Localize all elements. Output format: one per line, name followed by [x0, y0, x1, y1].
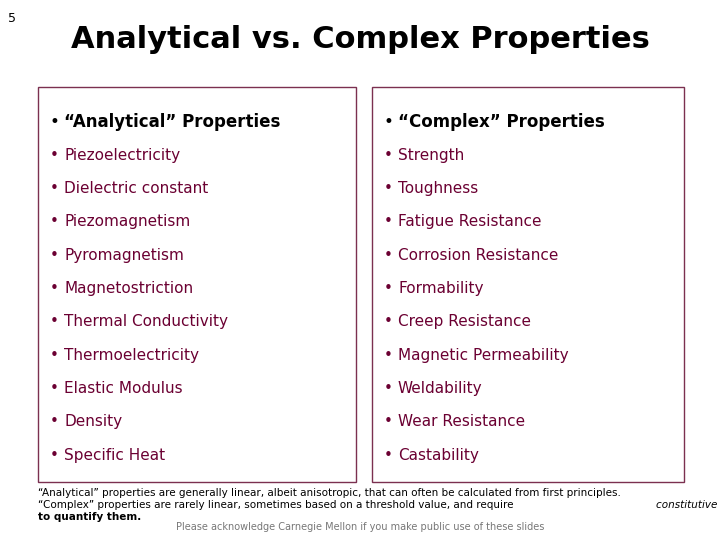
- Text: Formability: Formability: [398, 281, 484, 296]
- Text: Thermal Conductivity: Thermal Conductivity: [64, 314, 228, 329]
- Text: •: •: [50, 314, 59, 329]
- Text: •: •: [50, 214, 59, 230]
- Text: •: •: [384, 348, 393, 363]
- Text: Dielectric constant: Dielectric constant: [64, 181, 208, 196]
- Text: Analytical vs. Complex Properties: Analytical vs. Complex Properties: [71, 25, 649, 54]
- Text: Piezoelectricity: Piezoelectricity: [64, 147, 180, 163]
- Text: •: •: [384, 113, 394, 131]
- Text: Pyromagnetism: Pyromagnetism: [64, 248, 184, 262]
- Text: Creep Resistance: Creep Resistance: [398, 314, 531, 329]
- Text: Corrosion Resistance: Corrosion Resistance: [398, 248, 559, 262]
- Text: Fatigue Resistance: Fatigue Resistance: [398, 214, 541, 230]
- Text: Strength: Strength: [398, 147, 464, 163]
- Text: Magnetic Permeability: Magnetic Permeability: [398, 348, 569, 363]
- Text: •: •: [50, 181, 59, 196]
- Text: Wear Resistance: Wear Resistance: [398, 415, 525, 429]
- Text: •: •: [384, 147, 393, 163]
- Text: Piezomagnetism: Piezomagnetism: [64, 214, 190, 230]
- Text: •: •: [50, 248, 59, 262]
- Text: Please acknowledge Carnegie Mellon if you make public use of these slides: Please acknowledge Carnegie Mellon if yo…: [176, 522, 544, 532]
- Text: •: •: [384, 381, 393, 396]
- Text: •: •: [384, 181, 393, 196]
- Text: •: •: [384, 448, 393, 463]
- Text: 5: 5: [8, 12, 16, 25]
- Text: •: •: [50, 281, 59, 296]
- Text: Thermoelectricity: Thermoelectricity: [64, 348, 199, 363]
- Text: Magnetostriction: Magnetostriction: [64, 281, 193, 296]
- Text: •: •: [50, 381, 59, 396]
- Text: “Complex” properties are rarely linear, sometimes based on a threshold value, an: “Complex” properties are rarely linear, …: [38, 500, 517, 510]
- Text: •: •: [50, 147, 59, 163]
- Text: •: •: [384, 214, 393, 230]
- Text: •: •: [50, 113, 60, 131]
- Text: Castability: Castability: [398, 448, 479, 463]
- Text: “Analytical” properties are generally linear, albeit anisotropic, that can often: “Analytical” properties are generally li…: [38, 488, 621, 498]
- Text: •: •: [384, 314, 393, 329]
- Text: Weldability: Weldability: [398, 381, 482, 396]
- Text: “Complex” Properties: “Complex” Properties: [398, 113, 605, 131]
- Text: to quantify them.: to quantify them.: [38, 512, 141, 522]
- Bar: [38, 87, 356, 482]
- Text: constitutive relations: constitutive relations: [656, 500, 720, 510]
- Text: •: •: [384, 415, 393, 429]
- Text: Elastic Modulus: Elastic Modulus: [64, 381, 183, 396]
- Text: Specific Heat: Specific Heat: [64, 448, 165, 463]
- Text: •: •: [50, 415, 59, 429]
- Text: Density: Density: [64, 415, 122, 429]
- Text: •: •: [384, 281, 393, 296]
- Text: •: •: [50, 348, 59, 363]
- Text: Toughness: Toughness: [398, 181, 478, 196]
- Text: •: •: [384, 248, 393, 262]
- Bar: [372, 87, 684, 482]
- Text: “Analytical” Properties: “Analytical” Properties: [64, 113, 280, 131]
- Text: •: •: [50, 448, 59, 463]
